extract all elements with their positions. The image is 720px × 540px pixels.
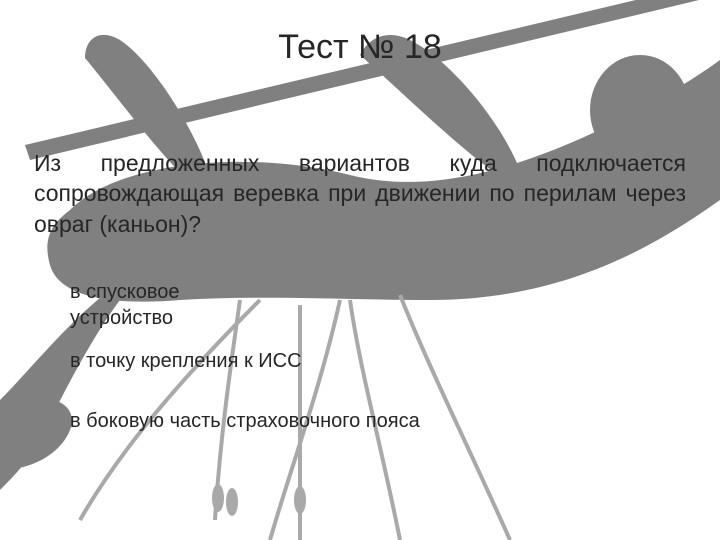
slide-content: Тест № 18 Из предложенных вариантов куда… — [0, 0, 720, 540]
answer-option-1: в спусковое устройство — [70, 280, 280, 331]
slide-title: Тест № 18 — [0, 28, 720, 67]
answers-block: в спусковое устройство в точку крепления… — [70, 280, 500, 452]
question-text: Из предложенных вариантов куда подключае… — [34, 148, 686, 239]
answer-option-2: в точку крепления к ИСС — [70, 349, 490, 375]
answer-option-3: в боковую часть страховочного пояса — [70, 409, 470, 435]
